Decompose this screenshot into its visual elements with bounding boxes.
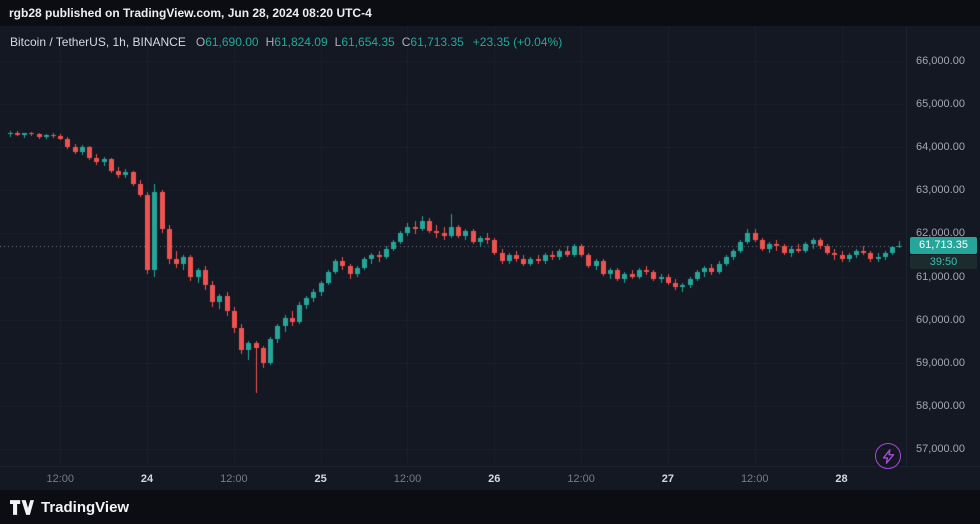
publish-info-bar: rgb28 published on TradingView.com, Jun …: [0, 0, 980, 26]
time-axis-hour-label: 12:00: [46, 473, 75, 485]
boost-button[interactable]: [875, 443, 901, 469]
ohlc-label: O: [195, 35, 206, 49]
ohlc-value: 61,824.09: [274, 35, 328, 49]
time-axis[interactable]: 12:00 24 12:00 25 12:00 26 12:00 27 12:00 28: [0, 466, 980, 490]
price-axis-label: 64,000.00: [916, 141, 965, 154]
time-axis-day-label: 28: [835, 473, 848, 485]
footer-bar: TradingView: [0, 490, 980, 524]
ohlc-low: L61,654.35: [335, 35, 395, 49]
price-axis[interactable]: 61,713.35 39:50 66,000.00 65,000.00 64,000…: [906, 26, 980, 466]
symbol-title: Bitcoin / TetherUS, 1h, BINANCE: [10, 35, 186, 49]
chart-legend: Bitcoin / TetherUS, 1h, BINANCE O61,690.0…: [10, 35, 562, 49]
price-axis-label: 65,000.00: [916, 98, 965, 111]
tradingview-logo-icon: [10, 499, 34, 515]
price-axis-label: 66,000.00: [916, 55, 965, 67]
price-axis-label: 60,000.00: [916, 313, 965, 326]
price-axis-label: 57,000.00: [916, 443, 965, 455]
ohlc-label: C: [401, 35, 411, 49]
price-axis-label: 61,000.00: [916, 270, 965, 283]
ohlc-label: L: [334, 35, 342, 49]
price-axis-label: 63,000.00: [916, 184, 965, 197]
time-axis-day-label: 24: [140, 473, 154, 485]
price-axis-label: 59,000.00: [916, 356, 965, 369]
ohlc-label: H: [265, 35, 275, 49]
publish-info-text: rgb28 published on TradingView.com, Jun …: [9, 6, 372, 20]
price-axis-label: 58,000.00: [916, 399, 965, 412]
ohlc-value: 61,690.00: [205, 35, 259, 49]
last-price-badge: 61,713.35: [910, 236, 977, 254]
chart-area[interactable]: Bitcoin / TetherUS, 1h, BINANCE O61,690.0…: [0, 26, 980, 490]
ohlc-value: 61,713.35: [410, 35, 464, 49]
ohlc-open: O61,690.00: [196, 35, 259, 49]
time-axis-hour-label: 12:00: [567, 473, 595, 485]
bar-countdown: 39:50: [910, 254, 977, 269]
tradingview-logo[interactable]: TradingView: [10, 499, 129, 516]
time-axis-day-label: 27: [661, 473, 675, 485]
time-axis-hour-label: 12:00: [393, 473, 422, 485]
tradingview-wordmark: TradingView: [41, 498, 130, 516]
candlestick-chart-canvas[interactable]: [0, 26, 906, 466]
price-change: +23.35 (+0.04%): [472, 35, 563, 49]
price-axis-label: 62,000.00: [916, 227, 965, 240]
time-axis-day-label: 26: [488, 473, 501, 485]
ohlc-close: C61,713.35: [402, 35, 464, 49]
time-axis-day-label: 25: [314, 473, 327, 485]
lightning-icon: [882, 448, 894, 464]
ohlc-value: 61,654.35: [341, 35, 395, 49]
ohlc-high: H61,824.09: [266, 35, 328, 49]
time-axis-hour-label: 12:00: [740, 473, 769, 485]
time-axis-hour-label: 12:00: [220, 473, 248, 485]
